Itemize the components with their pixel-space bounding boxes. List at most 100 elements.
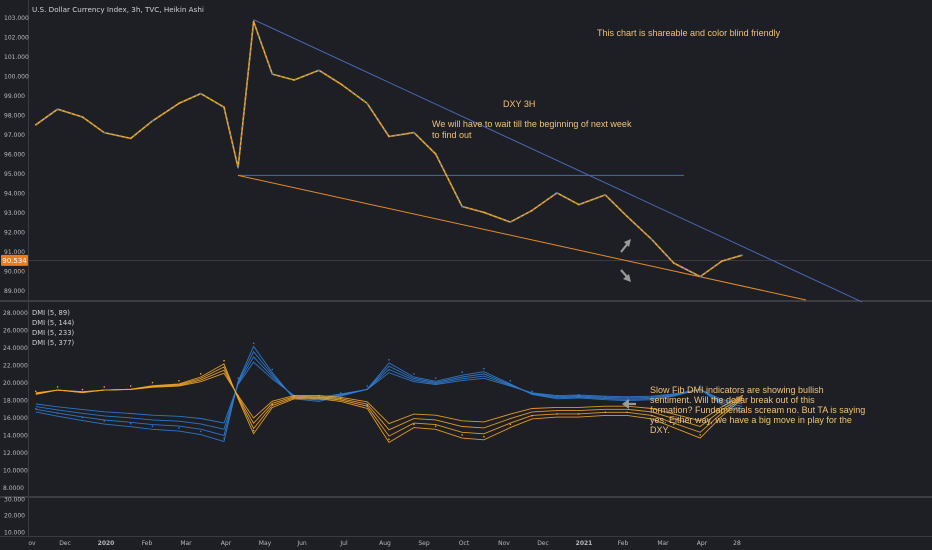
dmi-point-blue [151, 425, 154, 427]
dmi-tick-label: 24.0000 [3, 345, 28, 352]
dmi-line-orange[interactable] [35, 369, 743, 431]
price-tick-label: 99.000 [4, 93, 25, 100]
dmi-point-blue [103, 420, 106, 422]
dmi-legend: DMI (5, 89) DMI (5, 144) DMI (5, 233) DM… [32, 309, 75, 347]
price-point [366, 102, 369, 105]
price-point [482, 211, 485, 214]
price-tick-label: 93.000 [4, 210, 25, 217]
left-arrow-icon[interactable] [622, 399, 636, 409]
dmi-point-blue [34, 407, 37, 410]
dmi-point-orange [509, 423, 512, 426]
dmi-point-blue [81, 416, 84, 419]
dmi-point-blue [129, 422, 132, 425]
price-point [151, 119, 154, 122]
x-tick-label: ov [28, 540, 36, 547]
price-series [34, 20, 744, 278]
dmi-point-orange [672, 423, 675, 426]
dmi-point-blue [741, 407, 743, 410]
price-lines [237, 19, 863, 303]
price-point [34, 123, 37, 126]
price-point [252, 20, 255, 23]
dmi-point-orange [531, 414, 533, 417]
price-point [178, 102, 180, 105]
dmi-line-orange[interactable] [35, 372, 743, 425]
wait-note-line1: We will have to wait till the beginning … [432, 119, 632, 129]
dmi-point-orange [178, 380, 180, 382]
dmi-comment-line: sentiment. Will the dollar break out of … [650, 395, 815, 405]
lower-tick-label: 10.000 [4, 530, 25, 537]
price-tick-label: 90.000 [4, 268, 25, 275]
dmi-line-blue[interactable] [35, 361, 743, 424]
dmi-point-blue [483, 367, 485, 370]
price-point [651, 238, 653, 241]
dmi-point-blue [178, 427, 180, 429]
dmi-point-blue [461, 371, 463, 373]
dmi-tick-label: 10.0000 [3, 467, 28, 474]
price-point [223, 106, 225, 109]
up-arrow-icon[interactable] [620, 239, 631, 253]
dmi-point-blue [339, 392, 342, 394]
down-arrow-icon[interactable] [620, 269, 631, 282]
price-y-axis: 103.000 102.000 101.000 100.000 99.000 98.000… [4, 15, 932, 295]
dmi-tick-label: 22.0000 [3, 363, 28, 370]
x-axis: ov Dec 2020 Feb Mar Apr May Jun Jul Aug Sep Oct Nov D… [28, 540, 741, 547]
price-tick-label: 91.000 [4, 249, 25, 256]
dmi-line-orange[interactable] [35, 363, 743, 444]
dmi-point-blue [531, 390, 533, 393]
dmi-tick-label: 26.0000 [3, 328, 28, 335]
dmi-point-orange [483, 435, 485, 438]
x-tick-label: Jul [339, 540, 348, 547]
dmi-point-blue [509, 380, 512, 382]
x-tick-label: Dec [59, 540, 71, 547]
dmi-line-blue[interactable] [35, 350, 743, 436]
dmi-point-blue [651, 395, 653, 398]
price-point [626, 215, 628, 218]
price-point [461, 205, 464, 208]
price-tick-label: 92.000 [4, 229, 25, 236]
dmi-line-orange[interactable] [35, 366, 743, 437]
trendline-lower[interactable] [237, 174, 807, 301]
price-point [741, 254, 744, 257]
dmi-tick-label: 8.0000 [3, 485, 24, 492]
x-tick-label: Jun [296, 540, 307, 547]
price-point [388, 135, 390, 138]
price-point [339, 82, 342, 85]
dmi-series [34, 342, 743, 444]
dmi-point-blue [388, 359, 390, 361]
price-point [699, 275, 702, 278]
dmi-legend-item: DMI (5, 377) [32, 339, 75, 347]
dmi-point-orange [81, 388, 84, 391]
price-point [556, 192, 558, 194]
price-tick-label: 96.000 [4, 151, 25, 158]
dmi-point-blue [672, 392, 675, 394]
price-point [672, 262, 675, 264]
price-tick-label: 100.000 [4, 74, 29, 81]
dmi-tick-label: 16.0000 [3, 415, 28, 422]
wait-note-line2: to find out [432, 130, 472, 140]
dmi-point-orange [252, 429, 255, 432]
price-point [577, 203, 580, 206]
dmi-y-axis: 28.0000 26.0000 24.0000 22.0000 20.0000 18.00… [3, 310, 28, 492]
x-tick-label: Apr [697, 540, 708, 547]
x-tick-label: Feb [618, 540, 629, 547]
price-point [509, 221, 512, 224]
dmi-tick-label: 14.0000 [3, 432, 28, 439]
dmi-line-blue[interactable] [35, 345, 743, 443]
trendline-upper[interactable] [253, 19, 863, 303]
dmi-line-blue[interactable] [35, 356, 743, 430]
price-tick-label: 95.000 [4, 171, 25, 178]
dmi-point-orange [318, 394, 320, 397]
x-tick-label: May [259, 540, 272, 547]
x-tick-label: 28 [733, 540, 741, 547]
dmi-point-orange [461, 434, 463, 436]
dmi-point-blue [199, 430, 202, 433]
dmi-point-blue [721, 400, 723, 403]
price-line[interactable] [35, 20, 743, 278]
price-point [721, 260, 723, 262]
dmi-point-orange [34, 390, 37, 393]
dmi-tick-label: 20.0000 [3, 380, 28, 387]
dmi-point-blue [626, 396, 628, 399]
dmi-point-orange [578, 413, 580, 415]
dmi-legend-item: DMI (5, 233) [32, 329, 75, 337]
